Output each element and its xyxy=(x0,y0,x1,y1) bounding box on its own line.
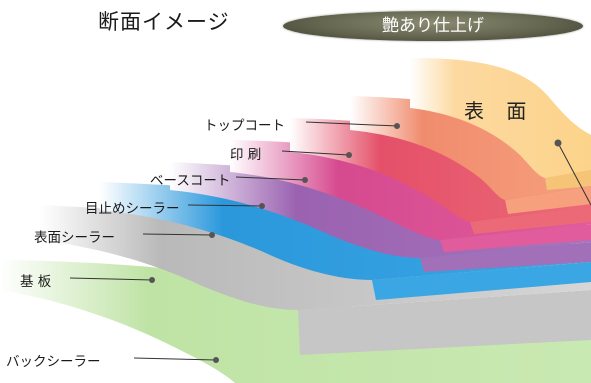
surface-label: 表 面 xyxy=(464,99,535,123)
layer-surface-side xyxy=(545,170,591,190)
layer-surface xyxy=(410,58,591,178)
layer-substrate-side xyxy=(298,290,591,355)
label-top-coat: トップコート xyxy=(204,118,285,134)
leader-surface xyxy=(557,142,591,206)
label-filler-sealer: 目止めシーラー xyxy=(85,201,180,217)
layer-base-coat-side xyxy=(440,224,591,252)
layer-top-coat-side xyxy=(505,186,591,214)
label-base-coat: ベースコート xyxy=(150,173,231,189)
leader-surface-sealer xyxy=(142,233,213,236)
leader-filler-sealer xyxy=(187,204,263,207)
finish-badge: 艶あり仕上げ xyxy=(283,11,583,41)
layer-surface-sealer-side xyxy=(372,262,591,300)
layer-top-coat xyxy=(350,96,591,200)
leader-back-sealer xyxy=(133,357,217,361)
leader-substrate xyxy=(69,277,153,281)
label-print: 印 刷 xyxy=(230,147,262,163)
leader-base-coat xyxy=(235,176,306,181)
diagram-title: 断面イメージ xyxy=(98,10,230,34)
leader-print xyxy=(281,150,350,156)
label-surface-sealer: 表面シーラー xyxy=(34,230,115,246)
layer-print-side xyxy=(470,206,591,234)
leader-top-coat xyxy=(305,121,398,127)
layer-filler-sealer-side xyxy=(420,242,591,272)
label-substrate: 基 板 xyxy=(20,274,52,290)
layer-back-sealer xyxy=(0,260,591,383)
label-back-sealer: バックシーラー xyxy=(6,354,101,370)
